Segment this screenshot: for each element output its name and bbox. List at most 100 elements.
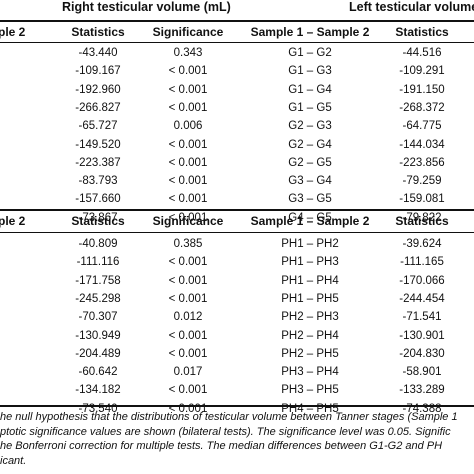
statistics-left: -71.541 xyxy=(402,311,442,324)
table-row: -171.758 < 0.001 PH1 – PH4 -170.066 xyxy=(0,275,474,293)
col-statistics-left-header: Statistics xyxy=(395,25,449,39)
table-row: -192.960 < 0.001 G1 – G4 -191.150 xyxy=(0,84,474,102)
statistics-right: -157.660 xyxy=(75,193,121,206)
ph-col-sample2-header: ple 2 xyxy=(0,214,26,228)
footnote-line: he Bonferroni correction for multiple te… xyxy=(0,440,443,452)
table-row: -111.116 < 0.001 PH1 – PH3 -111.165 xyxy=(0,256,474,274)
statistics-left: -111.165 xyxy=(400,256,444,269)
significance: < 0.001 xyxy=(168,193,208,206)
table-row: -134.182 < 0.001 PH3 – PH5 -133.289 xyxy=(0,384,474,402)
statistics-right: -149.520 xyxy=(75,138,121,151)
sample-pair: G1 – G3 xyxy=(288,65,332,78)
sample-pair: PH1 – PH2 xyxy=(281,238,339,250)
statistics-right: -245.298 xyxy=(75,292,121,305)
significance: < 0.001 xyxy=(168,256,208,269)
table-row: -223.387 < 0.001 G2 – G5 -223.856 xyxy=(0,157,474,175)
sample-pair: PH2 – PH5 xyxy=(281,347,339,360)
col-statistics-right-header: Statistics xyxy=(71,25,125,39)
sample-pair: PH2 – PH4 xyxy=(281,329,339,342)
significance: < 0.001 xyxy=(168,347,208,360)
right-volume-title: Right testicular volume (mL) xyxy=(62,0,231,14)
bottom-rule xyxy=(0,405,474,407)
statistics-left: -144.034 xyxy=(399,138,445,151)
significance: 0.017 xyxy=(173,366,203,379)
sample-pair: G1 – G5 xyxy=(288,101,332,114)
sample-pair: PH1 – PH5 xyxy=(281,292,339,305)
statistics-right: -109.167 xyxy=(75,65,121,78)
sample-pair: PH1 – PH3 xyxy=(281,256,339,269)
statistics-left: -109.291 xyxy=(399,65,445,78)
statistics-right: -60.642 xyxy=(78,366,118,379)
statistics-left: -170.066 xyxy=(399,274,445,287)
table-row: -266.827 < 0.001 G1 – G5 -268.372 xyxy=(0,102,474,120)
statistics-right: -204.489 xyxy=(75,347,121,360)
table-row: -73.867 < 0.001 G4 – G5 -79.822 xyxy=(0,212,474,230)
statistics-left: -64.775 xyxy=(402,120,442,133)
statistics-right: -130.949 xyxy=(75,329,121,342)
significance: < 0.001 xyxy=(168,274,208,287)
sample-pair: G1 – G4 xyxy=(288,83,332,96)
statistics-right: -70.307 xyxy=(78,311,118,324)
significance: < 0.001 xyxy=(168,211,208,224)
significance: < 0.001 xyxy=(168,65,208,78)
statistics-right: -43.440 xyxy=(78,47,118,59)
statistics-left: -159.081 xyxy=(399,193,445,206)
table-row: -83.793 < 0.001 G3 – G4 -79.259 xyxy=(0,175,474,193)
table-row: -204.489 < 0.001 PH2 – PH5 -204.830 xyxy=(0,348,474,366)
significance: < 0.001 xyxy=(168,101,208,114)
col-sample-pair-header: Sample 1 – Sample 2 xyxy=(250,25,370,39)
section-rule xyxy=(0,209,474,211)
statistics-left: -133.289 xyxy=(399,384,445,397)
statistics-left: -79.259 xyxy=(402,175,442,188)
sample-pair: G3 – G5 xyxy=(288,193,332,206)
statistics-right: -73.867 xyxy=(78,211,118,224)
statistics-left: -130.901 xyxy=(399,329,445,342)
significance: 0.012 xyxy=(173,311,203,324)
footnote-line: he null hypothesis that the distribution… xyxy=(0,411,458,423)
sample-pair: G4 – G5 xyxy=(288,211,332,224)
significance: < 0.001 xyxy=(168,175,208,188)
sample-pair: G3 – G4 xyxy=(288,175,332,188)
statistics-left: -44.516 xyxy=(402,47,442,59)
ph-col-statistics-left-header: Statistics xyxy=(395,214,449,228)
statistics-right: -65.727 xyxy=(78,120,118,133)
table-row: -109.167 < 0.001 G1 – G3 -109.291 xyxy=(0,65,474,83)
table-row: -130.949 < 0.001 PH2 – PH4 -130.901 xyxy=(0,330,474,348)
top-rule xyxy=(0,20,474,22)
table-row: -149.520 < 0.001 G2 – G4 -144.034 xyxy=(0,139,474,157)
statistics-right: -223.387 xyxy=(75,156,121,169)
col-significance-header: Significance xyxy=(152,25,224,39)
table-row: -60.642 0.017 PH3 – PH4 -58.901 xyxy=(0,366,474,384)
significance: < 0.001 xyxy=(168,384,208,397)
significance: < 0.001 xyxy=(168,156,208,169)
sample-pair: PH3 – PH4 xyxy=(281,366,339,379)
sample-pair: PH2 – PH3 xyxy=(281,311,339,324)
significance: 0.006 xyxy=(173,120,203,133)
statistics-right: -83.793 xyxy=(78,175,118,188)
footnote-line: ptotic significance values are shown (bi… xyxy=(0,425,451,438)
footnote-line: icant. xyxy=(0,454,27,467)
left-volume-title: Left testicular volume ( xyxy=(349,0,474,14)
significance: 0.385 xyxy=(173,238,203,250)
significance: < 0.001 xyxy=(168,138,208,151)
ph-col-significance-header: Significance xyxy=(152,214,224,228)
significance: < 0.001 xyxy=(168,329,208,342)
significance: < 0.001 xyxy=(168,292,208,305)
significance: < 0.001 xyxy=(168,83,208,96)
statistics-right: -171.758 xyxy=(75,274,121,287)
table-row: -65.727 0.006 G2 – G3 -64.775 xyxy=(0,120,474,138)
statistics-right: -266.827 xyxy=(75,101,121,114)
sample-pair: G1 – G2 xyxy=(288,47,332,59)
ph-header-rule xyxy=(0,232,474,233)
statistics-left: -204.830 xyxy=(399,347,445,360)
statistics-left: -191.150 xyxy=(399,83,445,96)
statistics-right: -40.809 xyxy=(78,238,118,250)
sample-pair: PH3 – PH5 xyxy=(281,384,339,397)
header-rule xyxy=(0,42,474,43)
table-row: -70.307 0.012 PH2 – PH3 -71.541 xyxy=(0,311,474,329)
ph-col-sample-pair-header: Sample 1 – Sample 2 xyxy=(250,214,370,228)
statistics-right: -192.960 xyxy=(75,83,121,96)
statistics-left: -223.856 xyxy=(399,156,445,169)
statistics-right: -111.116 xyxy=(76,256,120,269)
table-row: -245.298 < 0.001 PH1 – PH5 -244.454 xyxy=(0,293,474,311)
